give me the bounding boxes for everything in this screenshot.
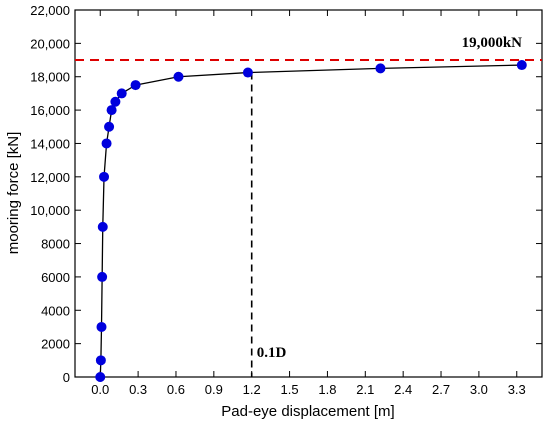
data-point: [96, 321, 107, 332]
data-series: [95, 60, 527, 382]
y-tick-label: 2000: [41, 337, 70, 352]
x-tick-label: 2.1: [356, 382, 374, 397]
x-axis-ticks: 0.0 0.3 0.6 0.9 1.2 1.5 1.8 2.1 2.4 2.7 3.0 3.3: [91, 10, 526, 397]
y-tick-label: 4000: [41, 303, 70, 318]
reference-lines: 19,000kN 0.1D: [75, 35, 542, 377]
x-tick-label: 3.0: [470, 382, 488, 397]
plot-frame: [74, 9, 543, 378]
horizontal-reference-label: 19,000kN: [462, 35, 523, 51]
y-tick-label: 16,000: [30, 103, 70, 118]
x-tick-label: 3.3: [508, 382, 526, 397]
x-tick-label: 1.8: [318, 382, 336, 397]
y-axis-ticks: 0 2000 4000 6000 8000 10,000 12,000 14,000 16,00…: [30, 3, 542, 385]
data-point: [97, 271, 108, 282]
data-point: [173, 71, 184, 82]
x-tick-label: 0.3: [129, 382, 147, 397]
data-point: [99, 171, 110, 182]
y-tick-label: 18,000: [30, 70, 70, 85]
data-point: [106, 105, 117, 116]
data-point: [95, 372, 106, 382]
x-tick-label: 0.0: [91, 382, 109, 397]
x-tick-label: 0.6: [167, 382, 185, 397]
y-tick-label: 14,000: [30, 136, 70, 151]
y-tick-label: 6000: [41, 270, 70, 285]
data-point: [104, 121, 115, 132]
data-point: [516, 60, 527, 71]
x-tick-label: 0.9: [205, 382, 223, 397]
y-tick-label: 0: [63, 370, 70, 385]
data-point: [110, 96, 121, 107]
data-point: [130, 80, 141, 91]
data-point: [242, 67, 253, 78]
data-point: [375, 63, 386, 74]
vertical-reference-label: 0.1D: [257, 345, 287, 361]
data-point: [101, 138, 112, 149]
data-point: [116, 88, 127, 99]
y-tick-label: 10,000: [30, 203, 70, 218]
x-tick-label: 2.7: [432, 382, 450, 397]
series-line: [99, 64, 522, 378]
x-tick-label: 2.4: [394, 382, 412, 397]
data-point: [97, 221, 108, 232]
data-point: [95, 355, 106, 366]
y-tick-label: 22,000: [30, 3, 70, 18]
x-tick-label: 1.5: [281, 382, 299, 397]
y-tick-label: 20,000: [30, 36, 70, 51]
x-axis-title: Pad-eye displacement [m]: [221, 403, 394, 420]
y-tick-label: 12,000: [30, 170, 70, 185]
x-tick-label: 1.2: [243, 382, 261, 397]
y-axis-title: mooring force [kN]: [5, 132, 22, 255]
y-tick-label: 8000: [41, 237, 70, 252]
